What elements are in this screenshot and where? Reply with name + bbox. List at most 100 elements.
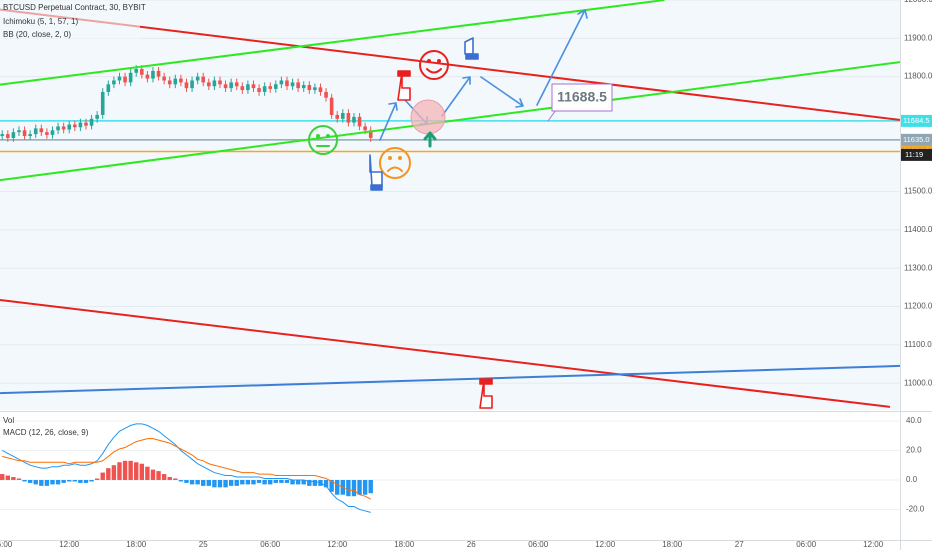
macd-histogram-bar bbox=[217, 479, 223, 488]
macd-histogram-bar bbox=[134, 462, 139, 480]
macd-histogram-bar bbox=[223, 479, 228, 488]
candle-body bbox=[363, 126, 367, 131]
x-tick-label: 18:00 bbox=[126, 540, 147, 549]
candle-body bbox=[56, 126, 60, 131]
macd-histogram-bar bbox=[117, 462, 122, 480]
hand-down bbox=[369, 154, 383, 191]
macd-histogram-bar bbox=[72, 479, 78, 482]
main-pane bbox=[0, 0, 900, 410]
y-tick-label: 11500.0 bbox=[904, 187, 932, 196]
y-tick-label: -20.0 bbox=[906, 505, 925, 514]
callout-box bbox=[551, 83, 613, 112]
candle-body bbox=[274, 84, 278, 89]
macd-histogram-bar bbox=[273, 479, 279, 483]
macd-histogram-bar bbox=[167, 477, 172, 480]
trend-line bbox=[0, 299, 891, 408]
candle-body bbox=[156, 70, 161, 77]
candle-body bbox=[352, 116, 356, 123]
macd-histogram-bar bbox=[122, 460, 128, 480]
candle-body bbox=[6, 134, 10, 138]
candle-body bbox=[151, 70, 155, 79]
candle-body bbox=[296, 82, 300, 89]
candle-body bbox=[324, 91, 328, 98]
indicator-label: Vol bbox=[3, 416, 14, 425]
macd-histogram-bar bbox=[357, 479, 362, 495]
candle-body bbox=[78, 122, 83, 128]
macd-histogram-bar bbox=[201, 479, 206, 486]
macd-histogram-bar bbox=[268, 479, 273, 485]
macd-histogram-bar bbox=[284, 479, 290, 483]
candle-body bbox=[22, 130, 27, 137]
candle-body bbox=[73, 124, 77, 128]
macd-histogram-bar bbox=[307, 479, 312, 486]
candle-body bbox=[346, 113, 351, 123]
x-tick-label: 25 bbox=[199, 540, 208, 549]
candle-body bbox=[39, 128, 44, 133]
candle-body bbox=[50, 130, 55, 135]
candle-body bbox=[195, 76, 200, 81]
macd-histogram-bar bbox=[111, 465, 117, 480]
trend-line bbox=[0, 8, 900, 121]
y-tick-label: 11200.0 bbox=[904, 302, 932, 311]
candle-body bbox=[134, 68, 139, 73]
candle-body bbox=[145, 74, 150, 79]
arrow bbox=[379, 102, 398, 141]
arrow bbox=[480, 76, 524, 108]
macd-histogram-bar bbox=[39, 479, 44, 486]
macd-histogram-bar bbox=[33, 479, 38, 485]
macd-line bbox=[2, 438, 371, 500]
candle-body bbox=[28, 134, 32, 137]
trend-line bbox=[0, 0, 665, 86]
y-tick-label: 11900.0 bbox=[904, 33, 932, 42]
macd-histogram-bar bbox=[78, 479, 83, 483]
candle-body bbox=[207, 82, 211, 87]
candle-body bbox=[162, 76, 166, 81]
macd-histogram-bar bbox=[89, 479, 94, 482]
candle-body bbox=[0, 134, 5, 137]
x-tick-label: 18:00 bbox=[662, 540, 683, 549]
candle-body bbox=[223, 84, 228, 89]
x-tick-label: 12:00 bbox=[59, 540, 80, 549]
candle-body bbox=[89, 118, 94, 126]
y-tick-label: 11300.0 bbox=[904, 263, 932, 272]
candle-body bbox=[318, 87, 323, 92]
candle-body bbox=[251, 84, 256, 89]
candle-body bbox=[112, 80, 116, 85]
candle-body bbox=[234, 82, 239, 87]
macd-histogram-bar bbox=[234, 479, 239, 486]
macd-histogram-bar bbox=[150, 469, 156, 480]
y-tick-label: 12000.0 bbox=[904, 0, 932, 4]
macd-histogram-bar bbox=[161, 474, 167, 480]
candle-body bbox=[285, 80, 289, 87]
candle-body bbox=[329, 97, 334, 115]
x-tick-label: 12:00 bbox=[327, 540, 348, 549]
x-tick-label: 06:00 bbox=[260, 540, 281, 549]
price-label-bg bbox=[901, 133, 932, 146]
y-tick-label: 11000.0 bbox=[904, 378, 932, 387]
x-tick-label: 06:00 bbox=[0, 540, 13, 549]
candle-body bbox=[229, 82, 233, 89]
hand-up bbox=[464, 37, 479, 60]
candle-body bbox=[106, 84, 111, 92]
candle-body bbox=[184, 82, 189, 89]
x-tick-label: 26 bbox=[467, 540, 476, 549]
candle-body bbox=[95, 114, 99, 119]
macd-histogram-bar bbox=[295, 479, 301, 485]
smiley-happy bbox=[419, 50, 449, 80]
macd-histogram-bar bbox=[128, 460, 133, 480]
macd-histogram-bar bbox=[240, 479, 245, 485]
macd-histogram-bar bbox=[251, 479, 256, 485]
smiley-neutral bbox=[308, 125, 338, 155]
macd-histogram-bar bbox=[145, 466, 150, 480]
candle-body bbox=[246, 84, 250, 91]
macd-histogram-bar bbox=[0, 474, 5, 480]
macd-histogram-bar bbox=[195, 479, 200, 485]
arrow bbox=[536, 9, 588, 106]
macd-histogram-bar bbox=[67, 479, 72, 482]
price-label: 11684.5 bbox=[903, 116, 930, 125]
candle-body bbox=[45, 132, 49, 135]
macd-histogram-bar bbox=[178, 479, 184, 482]
candle-body bbox=[368, 130, 373, 138]
